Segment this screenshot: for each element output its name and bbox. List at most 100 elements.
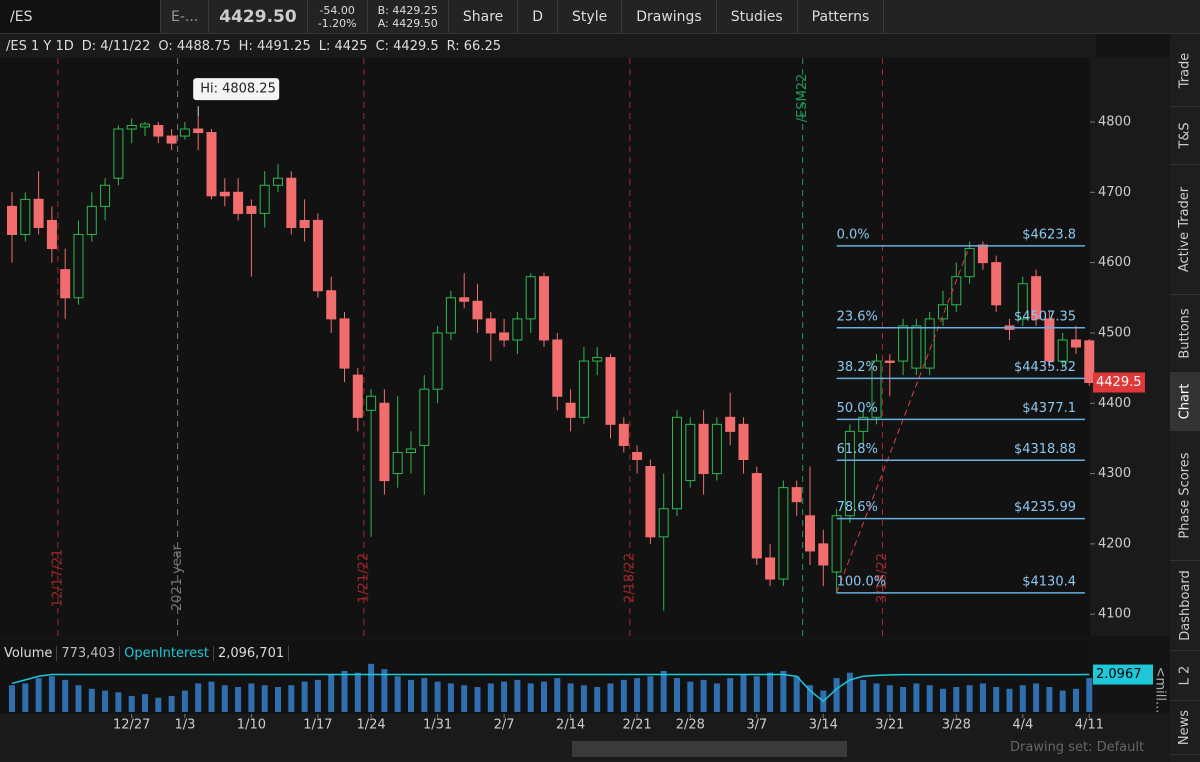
candle-body xyxy=(233,191,244,214)
volume-bar xyxy=(913,683,920,712)
candle-body xyxy=(818,543,829,566)
candle-body xyxy=(20,198,31,235)
toolbar-button[interactable]: Drawings xyxy=(622,0,717,33)
fib-price: $4130.4 xyxy=(1022,574,1076,589)
toolbar-button[interactable]: D xyxy=(518,0,559,33)
side-tab[interactable]: Buttons xyxy=(1170,294,1200,373)
candle-body xyxy=(1044,318,1055,362)
candle-body xyxy=(539,276,549,341)
volume-bar xyxy=(979,683,986,712)
x-tick-label: 1/3 xyxy=(174,718,195,733)
candle-body xyxy=(166,135,177,144)
date: D: 4/11/22 xyxy=(81,38,151,54)
side-tab[interactable]: Chart xyxy=(1170,372,1200,431)
volume-bar xyxy=(248,683,255,712)
volume-bar xyxy=(381,669,388,712)
volume-bar xyxy=(740,674,747,712)
candle-body xyxy=(725,416,736,432)
candle-body xyxy=(1017,283,1028,320)
candle-body xyxy=(406,448,416,453)
change-box: -54.00 -1.20% xyxy=(308,0,368,33)
candle-body xyxy=(339,318,350,369)
status: Drawing set: Default xyxy=(1010,740,1145,755)
toolbar-button[interactable]: Style xyxy=(558,0,623,33)
candle-body xyxy=(858,416,869,432)
open-interest-line xyxy=(11,673,1090,703)
volume-bar xyxy=(793,676,800,712)
side-tab[interactable]: T&S xyxy=(1170,106,1200,165)
volume-bar xyxy=(1059,690,1066,712)
candle-body xyxy=(193,128,204,134)
candle-body xyxy=(565,402,576,418)
candle-body xyxy=(246,205,257,214)
toolbar-button[interactable]: Share xyxy=(449,0,519,33)
candle-body xyxy=(645,466,656,538)
candle-body xyxy=(924,318,935,369)
volume-bar xyxy=(22,683,29,712)
side-tab[interactable]: Trade xyxy=(1170,34,1200,107)
fib-ratio: 78.6% xyxy=(837,500,878,515)
toolbar-button[interactable]: Patterns xyxy=(798,0,885,33)
volume-value: 773,403 xyxy=(57,645,121,661)
volume-bar xyxy=(607,683,614,712)
volume-bar xyxy=(48,676,55,712)
volume-bar xyxy=(354,672,361,712)
side-tab[interactable]: News xyxy=(1170,700,1200,755)
fib-ratio: 61.8% xyxy=(837,442,878,457)
date-axis-bg xyxy=(0,714,1170,738)
candle-body xyxy=(60,269,71,299)
volume-bar xyxy=(35,678,42,712)
fib-price: $4623.8 xyxy=(1022,227,1076,242)
side-tab[interactable]: Phase Scores xyxy=(1170,430,1200,561)
plot-bg xyxy=(0,58,1090,636)
volume-label: Volume xyxy=(0,645,58,661)
fib-price: $4435.32 xyxy=(1014,360,1076,375)
candle-body xyxy=(672,416,682,510)
volume-bar xyxy=(88,688,95,712)
side-tab-label: L 2 xyxy=(1177,665,1193,685)
volume-bar xyxy=(833,678,840,712)
fib-price: $4235.99 xyxy=(1014,500,1076,515)
marker-label: 2/18/22 xyxy=(622,553,637,603)
candle-body xyxy=(632,451,643,461)
candle-body xyxy=(299,219,310,228)
candle-body xyxy=(352,374,363,418)
volume-bar xyxy=(368,663,375,712)
candle-body xyxy=(312,219,323,292)
x-tick-label: 1/31 xyxy=(423,718,452,733)
volume-bar xyxy=(1086,678,1093,712)
candle-body xyxy=(73,233,84,299)
candle-body xyxy=(179,128,190,137)
x-tick-label: 1/17 xyxy=(303,718,332,733)
volume-bar xyxy=(261,685,268,712)
marker-label: 1/21/22 xyxy=(356,553,371,603)
symbol-box[interactable]: /ES xyxy=(0,0,161,33)
side-tab-label: Dashboard xyxy=(1177,569,1193,641)
side-tab[interactable]: Active Trader xyxy=(1170,164,1200,295)
side-tab[interactable]: L 2 xyxy=(1170,650,1200,701)
last-price: 4429.50 xyxy=(209,0,308,33)
volume-bar xyxy=(674,678,680,712)
oi-tag-label: 2.0967 xyxy=(1096,667,1142,682)
volume-bar xyxy=(1019,685,1026,712)
fib-price: $4377.1 xyxy=(1022,401,1076,416)
volume-bar xyxy=(846,672,853,712)
volume-bar xyxy=(541,681,547,712)
x-tick-label: 2/21 xyxy=(622,718,651,733)
volume-bar xyxy=(275,687,281,712)
change: -54.00 xyxy=(319,3,355,17)
side-tab[interactable]: Dashboard xyxy=(1170,560,1200,651)
toolbar-button[interactable]: Studies xyxy=(717,0,798,33)
marker-label: 12/17/21 xyxy=(50,549,65,607)
volume-bar xyxy=(940,688,946,712)
fib-ratio: 0.0% xyxy=(837,227,870,242)
volume-bar xyxy=(700,679,707,712)
y-tick-label: 4100 xyxy=(1098,607,1131,622)
y-tick-label: 4300 xyxy=(1098,466,1131,481)
candle-body xyxy=(459,297,470,302)
volume-bar xyxy=(501,681,508,712)
volume-bar xyxy=(408,679,414,712)
side-tab-label: T&S xyxy=(1177,121,1193,149)
scrollbar-thumb[interactable] xyxy=(572,741,847,757)
